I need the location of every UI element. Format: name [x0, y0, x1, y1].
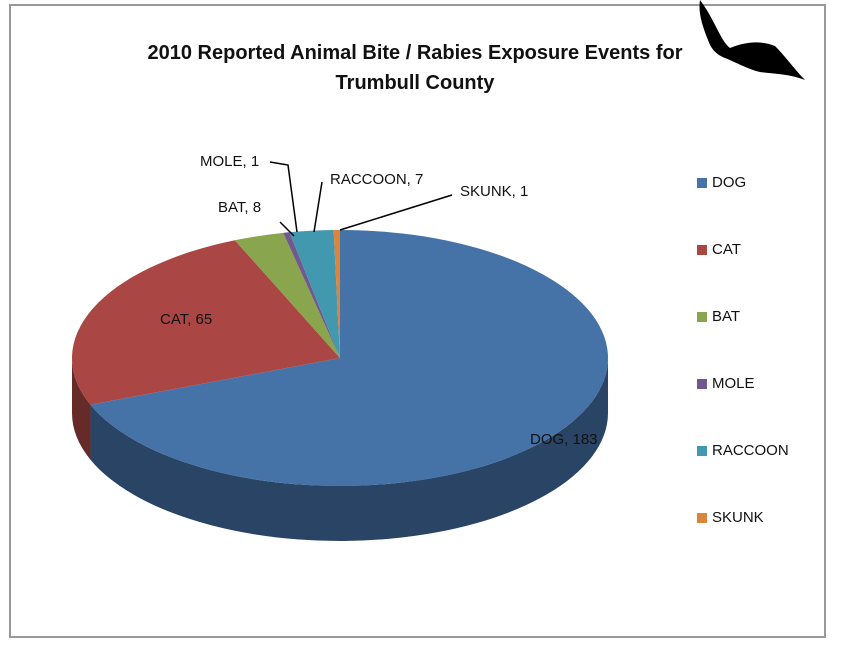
legend-swatch: [697, 513, 707, 523]
legend-label: RACCOON: [712, 442, 789, 459]
legend-swatch: [697, 379, 707, 389]
leader-line: [279, 221, 295, 237]
legend-swatch: [697, 245, 707, 255]
data-label: BAT, 8: [218, 199, 261, 216]
leader-line: [313, 181, 323, 233]
data-label: DOG, 183: [530, 431, 598, 448]
pie-slice: [333, 230, 340, 358]
pie-slice: [234, 232, 340, 358]
leader-line: [339, 194, 453, 231]
legend-label: DOG: [712, 174, 746, 191]
pie-slice: [90, 230, 609, 487]
legend-swatch: [697, 178, 707, 188]
legend-swatch: [697, 446, 707, 456]
legend-label: SKUNK: [712, 509, 764, 526]
legend-swatch: [697, 312, 707, 322]
legend-label: BAT: [712, 308, 740, 325]
pie-slice: [283, 232, 340, 358]
data-label: RACCOON, 7: [330, 171, 423, 188]
bat-icon: [699, 0, 805, 80]
chart-title: 2010 Reported Animal Bite / Rabies Expos…: [147, 42, 683, 94]
data-label: CAT, 65: [160, 311, 212, 328]
legend-label: CAT: [712, 241, 741, 258]
legend-label: MOLE: [712, 375, 755, 392]
pie-slice-side: [72, 358, 91, 460]
pie-slice: [71, 240, 340, 405]
data-label: SKUNK, 1: [460, 183, 528, 200]
leader-line: [269, 161, 298, 233]
data-label: MOLE, 1: [200, 153, 259, 170]
pie-slice-side: [90, 358, 609, 542]
pie-slice: [289, 230, 340, 358]
